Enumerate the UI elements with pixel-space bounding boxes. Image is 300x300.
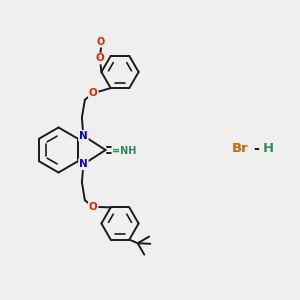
Text: O: O [89,88,98,98]
Text: O: O [97,37,105,47]
Text: O: O [95,53,104,64]
Text: H: H [263,142,274,155]
Text: -: - [254,141,260,156]
Text: N: N [79,131,88,141]
Text: O: O [89,202,98,212]
Text: Br: Br [232,142,248,155]
Text: =NH: =NH [112,146,137,156]
Text: N: N [79,159,88,169]
